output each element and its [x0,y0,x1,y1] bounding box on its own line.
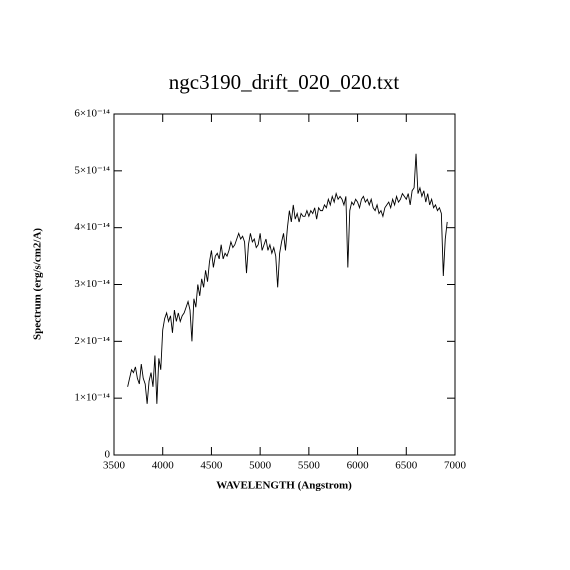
x-axis-label: WAVELENGTH (Angstrom) [216,480,352,492]
y-tick-label: 2×10⁻¹⁴ [74,335,110,347]
y-tick-label: 1×10⁻¹⁴ [74,392,110,404]
x-tick-label: 6000 [347,460,370,472]
x-tick-label: 3500 [103,460,126,472]
x-tick-label: 5500 [298,460,321,472]
spectrum-line [127,153,448,404]
y-tick-label: 5×10⁻¹⁴ [74,164,110,176]
y-axis-label: Spectrum (erg/s/cm2/A) [32,228,44,340]
chart-title: ngc3190_drift_020_020.txt [169,70,400,94]
y-tick-label: 4×10⁻¹⁴ [74,221,110,233]
x-tick-label: 5000 [249,460,272,472]
x-tick-label: 4000 [152,460,175,472]
x-tick-label: 6500 [395,460,418,472]
y-tick-label: 3×10⁻¹⁴ [74,278,110,290]
y-tick-label: 6×10⁻¹⁴ [74,108,110,120]
x-tick-label: 7000 [444,460,467,472]
y-tick-label: 0 [105,449,111,461]
x-tick-label: 4500 [200,460,223,472]
